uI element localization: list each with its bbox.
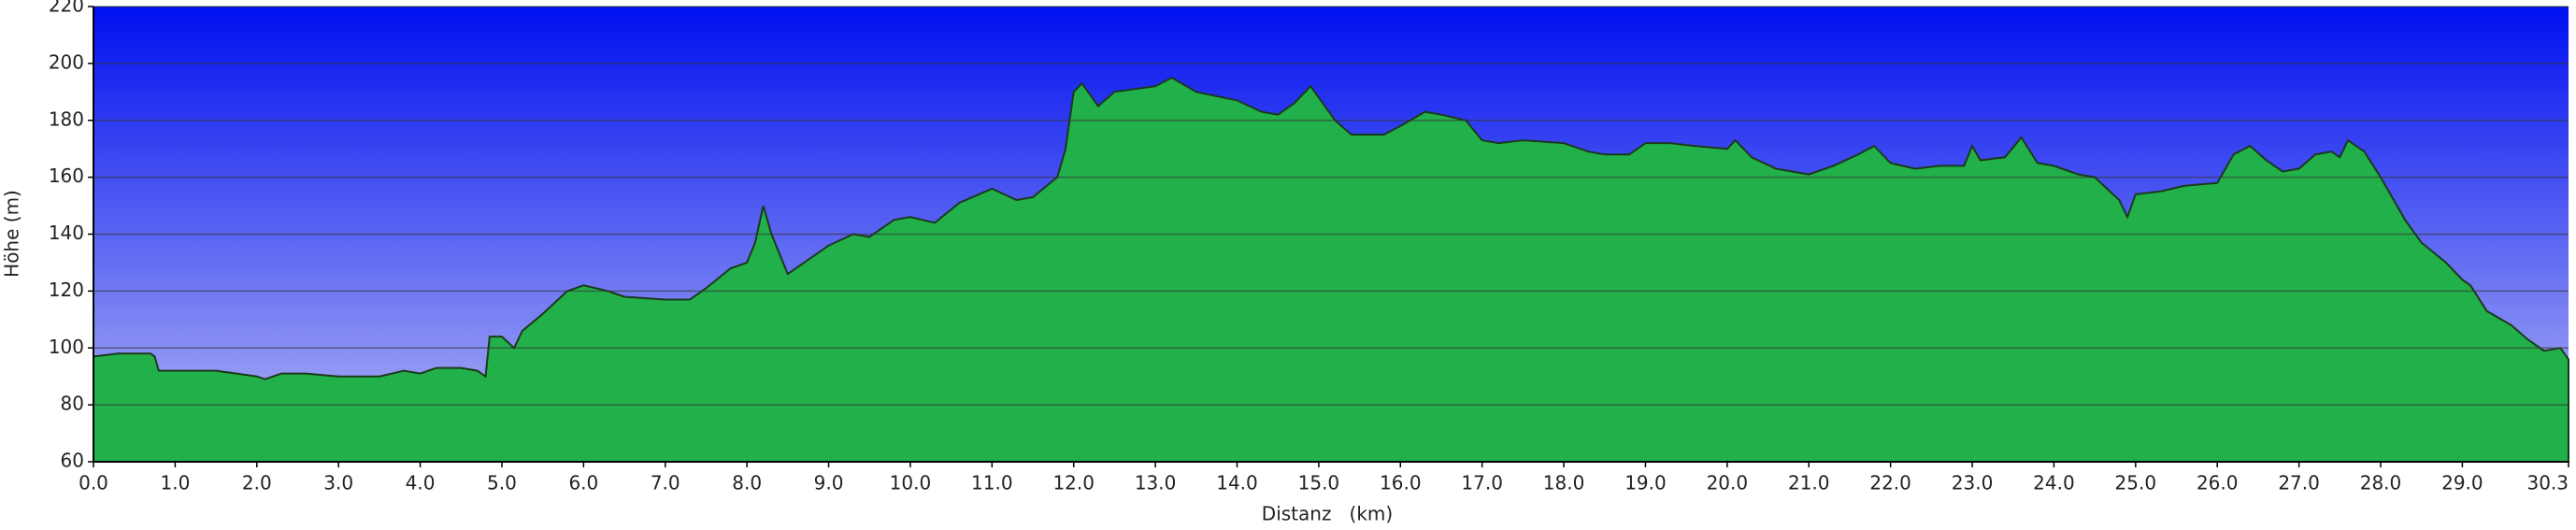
- x-tick-label: 7.0: [651, 472, 680, 494]
- x-tick-label: 30.3: [2526, 472, 2569, 494]
- x-tick-label: 5.0: [487, 472, 517, 494]
- y-tick-label: 80: [61, 393, 84, 415]
- x-tick-label: 20.0: [1707, 472, 1749, 494]
- x-tick-label: 0.0: [79, 472, 108, 494]
- x-tick-label: 16.0: [1380, 472, 1422, 494]
- y-axis-label: Höhe (m): [1, 190, 23, 278]
- x-tick-label: 13.0: [1135, 472, 1177, 494]
- elevation-area: [93, 76, 2569, 463]
- x-axis-label: Distanz (km): [1262, 503, 1393, 525]
- x-tick-label: 15.0: [1298, 472, 1340, 494]
- x-tick-label: 24.0: [2033, 472, 2075, 494]
- x-tick-label: 4.0: [406, 472, 436, 494]
- x-tick-label: 12.0: [1052, 472, 1095, 494]
- x-tick-label: 14.0: [1216, 472, 1258, 494]
- y-tick-label: 200: [49, 50, 84, 73]
- y-tick-label: 180: [49, 107, 84, 130]
- x-tick-label: 1.0: [160, 472, 190, 494]
- x-tick-label: 9.0: [814, 472, 844, 494]
- x-tick-label: 3.0: [323, 472, 353, 494]
- x-tick-label: 6.0: [568, 472, 598, 494]
- x-tick-label: 25.0: [2115, 472, 2157, 494]
- y-tick-label: 120: [49, 279, 84, 301]
- x-tick-label: 17.0: [1461, 472, 1503, 494]
- x-tick-label: 22.0: [1869, 472, 1911, 494]
- x-tick-label: 26.0: [2197, 472, 2239, 494]
- x-tick-label: 23.0: [1952, 472, 1994, 494]
- x-tick-label: 2.0: [242, 472, 272, 494]
- x-tick-label: 27.0: [2278, 472, 2320, 494]
- x-tick-label: 8.0: [732, 472, 762, 494]
- x-tick-label: 29.0: [2441, 472, 2483, 494]
- y-tick-label: 160: [49, 165, 84, 187]
- x-tick-label: 10.0: [890, 472, 932, 494]
- y-tick-label: 60: [61, 450, 84, 472]
- x-tick-label: 19.0: [1624, 472, 1667, 494]
- y-tick-label: 220: [49, 0, 84, 17]
- x-tick-label: 21.0: [1788, 472, 1830, 494]
- y-tick-label: 140: [49, 222, 84, 244]
- y-tick-label: 100: [49, 336, 84, 358]
- x-tick-label: 18.0: [1543, 472, 1585, 494]
- x-tick-label: 28.0: [2360, 472, 2402, 494]
- x-tick-label: 11.0: [971, 472, 1013, 494]
